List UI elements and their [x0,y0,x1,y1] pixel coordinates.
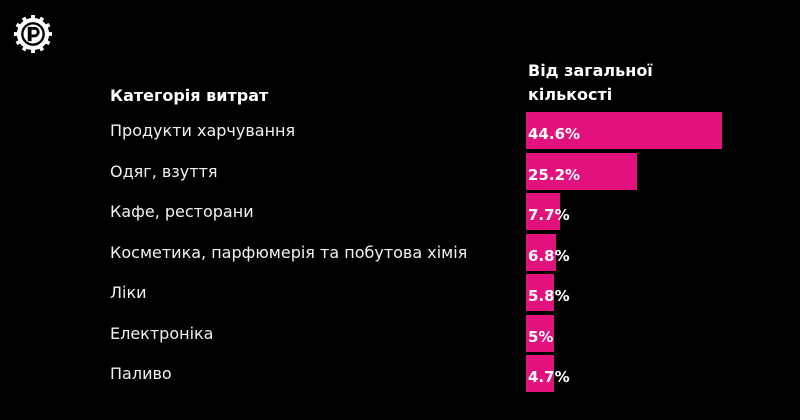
bar [526,314,554,352]
bar [526,193,560,230]
bar [526,274,554,311]
category-label: Паливо [110,364,172,383]
category-label: Електроніка [110,323,214,343]
category-label: Кафе, ресторани [110,202,254,221]
bar [526,233,556,271]
value-label: 7.7% [528,206,570,224]
gear-circle-logo-icon [14,15,52,53]
value-label: 4.7% [528,368,570,386]
category-label: Ліки [110,283,147,302]
share-column-header: Від загальної кількості [528,61,653,104]
category-label: Одяг, взуття [110,161,218,181]
bar [526,112,722,149]
value-label: 5.8% [528,287,570,305]
bar [526,355,554,392]
value-label: 44.6% [528,125,581,143]
category-label: Продукти харчування [110,121,296,140]
value-label: 5% [528,327,554,346]
bar [526,152,637,190]
category-label: Косметика, парфюмерія та побутова хімія [110,242,468,262]
value-label: 6.8% [528,246,570,265]
value-label: 25.2% [528,165,581,184]
category-column-header: Категорія витрат [110,86,269,105]
